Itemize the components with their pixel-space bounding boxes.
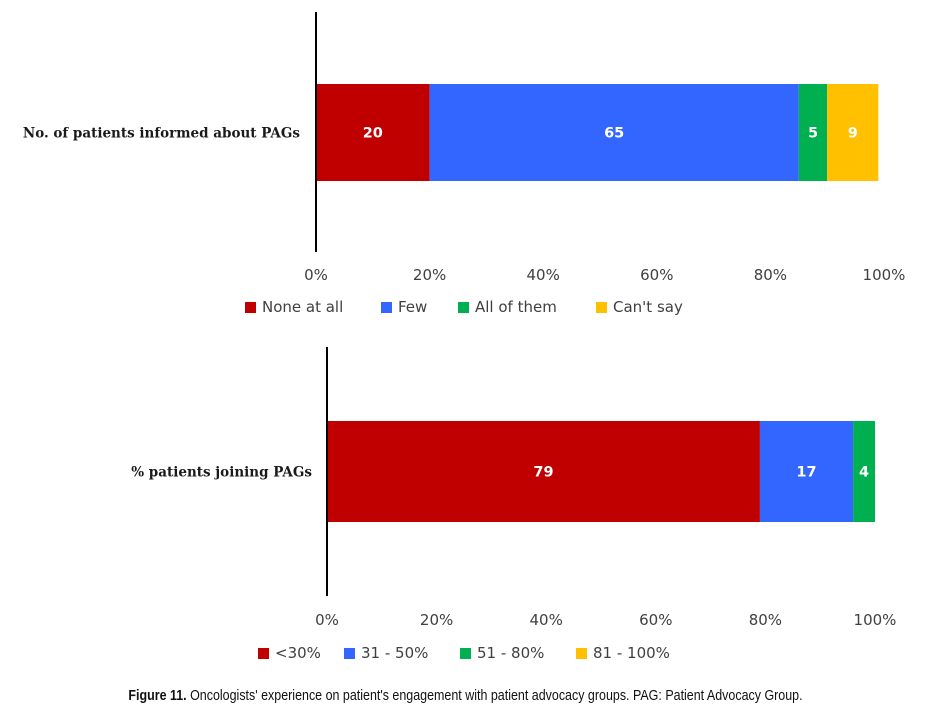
x-tick-label: 100% bbox=[863, 266, 906, 284]
legend-swatch-4 bbox=[596, 302, 607, 313]
x-tick-label: 100% bbox=[854, 611, 897, 629]
x-tick-label: 80% bbox=[754, 266, 787, 284]
legend-label-3: All of them bbox=[475, 298, 557, 316]
legend-label-2: Few bbox=[398, 298, 427, 316]
data-label-4: 9 bbox=[848, 126, 858, 142]
legend-swatch-1 bbox=[245, 302, 256, 313]
data-label-3: 4 bbox=[859, 465, 869, 481]
x-tick-label: 20% bbox=[420, 611, 453, 629]
legend-swatch-3 bbox=[458, 302, 469, 313]
legend-label-3: 51 - 80% bbox=[477, 644, 544, 662]
bar-segment-2 bbox=[429, 84, 799, 181]
bar-segment-1 bbox=[316, 84, 430, 181]
x-tick-label: 40% bbox=[527, 266, 560, 284]
legend-swatch-4 bbox=[576, 648, 587, 659]
bar-segment-1 bbox=[327, 421, 760, 522]
category-label: % patients joining PAGs bbox=[131, 465, 312, 481]
figure-caption: Figure 11. Oncologists' experience on pa… bbox=[65, 688, 866, 704]
data-label-1: 20 bbox=[363, 126, 383, 142]
data-label-3: 5 bbox=[808, 126, 818, 142]
category-label: No. of patients informed about PAGs bbox=[23, 126, 301, 142]
bar-segment-3 bbox=[853, 421, 875, 522]
x-tick-label: 20% bbox=[413, 266, 446, 284]
legend-label-2: 31 - 50% bbox=[361, 644, 428, 662]
legend-swatch-3 bbox=[460, 648, 471, 659]
bar-segment-4 bbox=[827, 84, 879, 181]
legend-label-4: Can't say bbox=[613, 298, 683, 316]
chart-2: 79 17 4 % patients joining PAGs 0% 20% 40% 60% 8… bbox=[131, 347, 896, 662]
legend-label-1: <30% bbox=[275, 644, 321, 662]
legend-swatch-1 bbox=[258, 648, 269, 659]
x-tick-label: 0% bbox=[304, 266, 328, 284]
data-label-2: 65 bbox=[604, 126, 624, 142]
figure-svg: 20 65 5 9 No. of patients informed about PAG… bbox=[23, 12, 906, 662]
x-tick-label: 0% bbox=[315, 611, 339, 629]
data-label-1: 79 bbox=[533, 465, 553, 481]
caption-text: Oncologists' experience on patient's eng… bbox=[186, 688, 803, 704]
legend: None at all Few All of them Can't say bbox=[245, 298, 683, 316]
x-tick-label: 40% bbox=[530, 611, 563, 629]
chart-1: 20 65 5 9 No. of patients informed about PAG… bbox=[23, 12, 906, 316]
x-tick-label: 60% bbox=[639, 611, 672, 629]
legend-label-4: 81 - 100% bbox=[593, 644, 670, 662]
x-tick-label: 60% bbox=[640, 266, 673, 284]
legend-swatch-2 bbox=[344, 648, 355, 659]
legend-swatch-2 bbox=[381, 302, 392, 313]
bar-segment-2 bbox=[759, 421, 854, 522]
x-tick-label: 80% bbox=[749, 611, 782, 629]
legend-label-1: None at all bbox=[262, 298, 343, 316]
data-label-2: 17 bbox=[796, 465, 816, 481]
bar-segment-3 bbox=[798, 84, 828, 181]
legend: <30% 31 - 50% 51 - 80% 81 - 100% bbox=[258, 644, 670, 662]
caption-label: Figure 11. bbox=[128, 688, 187, 704]
